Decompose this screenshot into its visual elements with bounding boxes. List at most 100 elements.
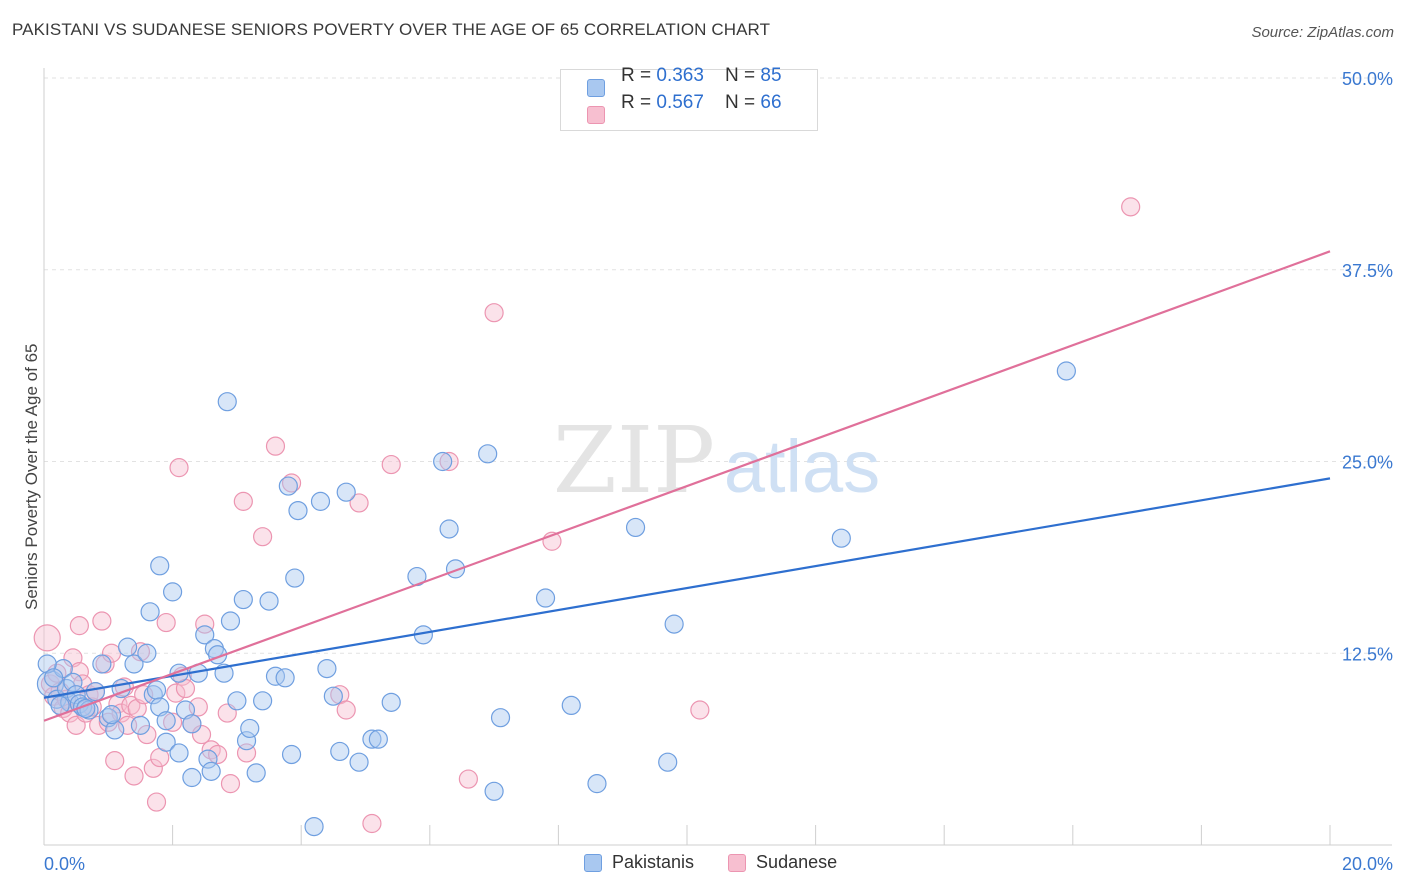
pakistanis-point [124,654,144,674]
x-tick-label: 0.0% [44,854,85,874]
sudanese-point [349,493,369,513]
sudanese-point [208,744,228,765]
pakistanis-point [182,767,202,788]
sudanese-points [33,197,1141,834]
sudanese-point [134,685,154,705]
pakistanis-point [381,692,401,712]
correlation-legend: R = 0.363 N = 85 R = 0.567 N = 66 [560,65,818,131]
pakistanis-point [490,708,511,728]
pakistanis-point [227,691,247,711]
pakistanis-point [259,591,279,611]
legend-label-pakistanis: Pakistanis [612,852,695,872]
pakistanis-point [156,711,176,731]
y-tick-label: 37.5% [1342,261,1393,281]
pakistanis-point [1056,361,1076,381]
pakistanis-point [658,752,678,772]
pakistanis-point [831,528,851,548]
pakistanis-point [44,668,64,688]
tick-labels: 12.5% 25.0% 37.5% 50.0% 0.0% 20.0% [44,69,1393,874]
sudanese-point [166,683,186,703]
legend-item-sudanese[interactable]: Sudanese [728,852,837,873]
sudanese-point [191,724,212,745]
pakistanis-point [330,741,350,762]
pakistanis-point [323,686,343,706]
pakistanis-point [368,729,388,749]
pakistanis-point [317,658,337,679]
sudanese-point [220,774,241,794]
sudanese-point [362,813,382,834]
sudanese-point [195,614,215,634]
pakistanis-point [664,614,684,634]
r-label: R = [621,92,657,113]
pakistanis-point [288,500,308,521]
watermark-atlas: atlas [724,425,880,508]
pakistanis-swatch [584,853,602,872]
sudanese-point [124,766,144,786]
sudanese-point [146,792,167,812]
series-legend: Pakistanis Sudanese [584,852,871,873]
sudanese-point [105,751,125,771]
pakistanis-point [310,491,331,511]
pakistanis-point [349,752,369,772]
pakistanis-trend-line [43,477,1331,699]
n-value: 66 [760,92,782,113]
pakistanis-point [146,680,167,700]
gridlines [44,77,1392,654]
legend-item-pakistanis[interactable]: Pakistanis [584,852,694,873]
pakistanis-point [253,691,273,711]
pakistanis-point [285,568,305,588]
watermark: ZIP atlas [553,407,880,514]
pakistanis-point [117,637,138,657]
sudanese-point [1121,197,1141,217]
y-tick-label: 25.0% [1342,453,1393,473]
pakistanis-point [478,444,498,464]
sudanese-swatch [728,853,747,872]
pakistanis-point [105,720,125,740]
r-label: R = [621,65,657,86]
r-value: 0.567 [656,92,704,113]
pakistanis-point [195,625,215,645]
source-label: Source: ZipAtlas.com [1251,24,1394,41]
y-axis-label: Seniors Poverty Over the Age of 65 [22,343,41,610]
sudanese-point [336,700,356,720]
legend-label-sudanese: Sudanese [756,852,838,872]
sudanese-point [381,454,401,475]
axes [43,68,1392,846]
pakistanis-point [198,749,218,769]
sudanese-point [92,611,112,631]
sudanese-point [33,624,61,652]
n-value: 85 [760,65,782,86]
pakistanis-point [304,816,324,837]
pakistanis-point [217,392,237,412]
pakistanis-swatch [587,79,605,97]
pakistanis-point [625,517,646,538]
pakistanis-point [156,732,176,752]
watermark-zip: ZIP [553,407,715,514]
pakistanis-point [236,731,257,751]
pakistanis-point [275,668,295,688]
n-label: N = [725,65,761,86]
pakistanis-point [240,718,260,739]
trend-lines [43,250,1331,722]
sudanese-point [169,458,189,478]
pakistanis-point [233,589,253,610]
pakistanis-point [63,672,83,692]
sudanese-point [156,612,176,633]
pakistanis-point [169,743,189,763]
pakistanis-point [281,744,302,765]
pakistanis-point [433,451,453,472]
pakistanis-point [182,714,202,734]
pakistanis-point [92,654,112,674]
sudanese-trend-line [43,250,1331,722]
pakistanis-point [220,611,241,631]
sudanese-point [484,303,504,323]
sudanese-point [69,662,89,682]
sudanese-point [439,451,459,472]
pakistanis-point [445,559,466,579]
pakistanis-point [137,643,157,663]
pakistanis-point [98,708,118,728]
x-tick-label: 20.0% [1342,854,1393,874]
chart-title: PAKISTANI VS SUDANESE SENIORS POVERTY OV… [12,20,771,39]
pakistanis-point [265,666,286,686]
